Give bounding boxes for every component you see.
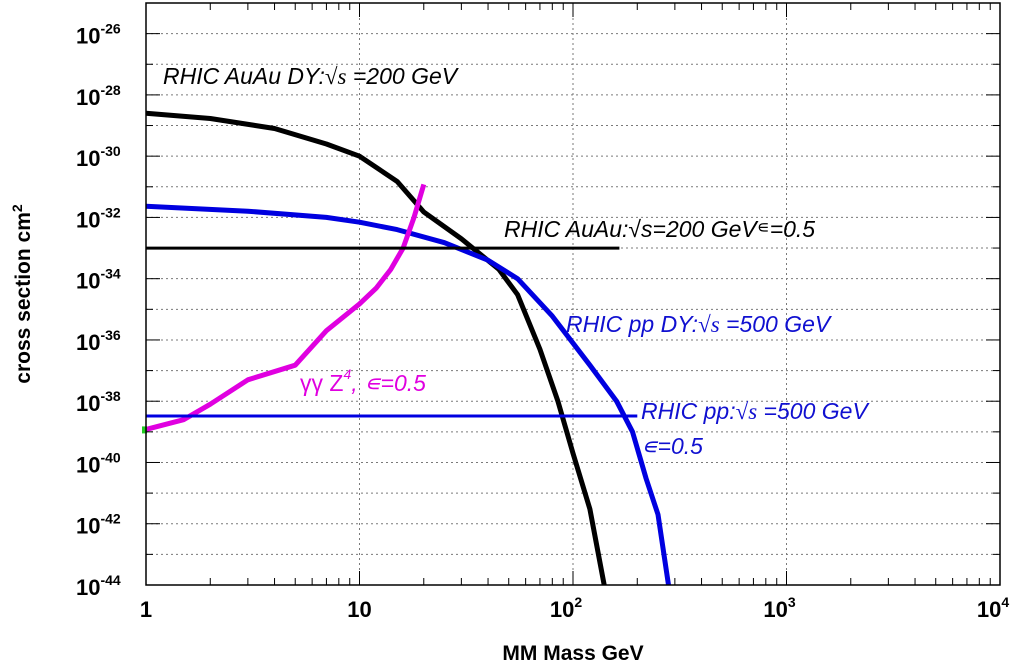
y-tick-labels: 10-2610-2810-3010-3210-3410-3610-3810-40… — [76, 21, 121, 600]
annotation-auau-eps-text: RHIC AuAu:√s=200 GeV — [504, 216, 759, 242]
x-tick-label-exponent: 2 — [574, 594, 582, 610]
y-tick-label: 10-38 — [76, 388, 121, 416]
annotation-pp-eps-text: RHIC pp: — [641, 398, 736, 424]
annotation-gamma-gamma-eps: , ∊=0.5 — [351, 370, 426, 396]
y-tick-label-exponent: -40 — [100, 449, 120, 465]
annotation-gamma-gamma-exp: 4 — [343, 366, 351, 382]
x-axis-title: MM Mass GeV — [502, 642, 643, 665]
x-tick-label-base: 10 — [550, 597, 574, 622]
annotation-pp-eps: RHIC pp:√s =500 GeV — [641, 398, 870, 424]
y-tick-label-exponent: -32 — [100, 204, 120, 220]
y-tick-label: 10-44 — [76, 572, 121, 600]
y-tick-label-exponent: -42 — [100, 511, 120, 527]
x-tick-label-base: 1 — [140, 597, 152, 622]
y-tick-label: 10-30 — [76, 143, 121, 171]
y-tick-label: 10-28 — [76, 82, 121, 110]
y-tick-label-base: 10 — [76, 207, 100, 232]
y-tick-label-base: 10 — [76, 514, 100, 539]
annotation-auau-eps: RHIC AuAu:√s=200 GeV∊=0.5 — [504, 216, 815, 242]
x-tick-label-exponent: 3 — [788, 594, 796, 610]
annotation-auau-dy-sqrt: √s — [325, 64, 347, 89]
series-line — [145, 183, 427, 432]
y-tick-label-base: 10 — [76, 24, 100, 49]
x-tick-label-exponent: 4 — [1001, 594, 1009, 610]
annotation-gamma-gamma: γγ Z4, ∊=0.5 — [300, 366, 426, 396]
series-layer — [142, 110, 671, 586]
x-tick-label: 10 — [347, 597, 371, 622]
x-tick-label: 103 — [763, 594, 795, 622]
y-axis-title: cross section cm2 — [9, 204, 35, 384]
y-tick-label: 10-42 — [76, 511, 121, 539]
y-tick-label-base: 10 — [76, 146, 100, 171]
x-tick-label: 104 — [977, 594, 1009, 622]
x-tick-labels: 1 10 102 103 104 — [140, 594, 1009, 622]
y-tick-label-base: 10 — [76, 269, 100, 294]
series-line — [145, 203, 671, 586]
annotation-auau-dy: RHIC AuAu DY:√s =200 GeV — [163, 63, 460, 89]
y-tick-label-base: 10 — [76, 85, 100, 110]
annotation-auau-dy-text: RHIC AuAu DY: — [163, 63, 325, 89]
y-tick-label-base: 10 — [76, 330, 100, 355]
curve-start-marker — [142, 426, 147, 434]
annotation-pp-dy-text: RHIC pp DY: — [566, 311, 698, 337]
x-tick-label-base: 10 — [347, 597, 371, 622]
y-tick-label-exponent: -44 — [100, 572, 120, 588]
y-tick-label: 10-40 — [76, 449, 121, 477]
y-axis-title-superscript: 2 — [9, 204, 25, 212]
annotation-auau-eps-symbol: ∊ — [757, 217, 770, 237]
y-tick-label-base: 10 — [76, 575, 100, 600]
y-tick-label: 10-34 — [76, 266, 121, 294]
y-tick-label-base: 10 — [76, 452, 100, 477]
series-line — [145, 110, 607, 586]
annotation-pp-eps-sqrt: √s — [736, 399, 758, 424]
y-tick-label-exponent: -26 — [100, 21, 120, 37]
annotation-pp-dy-sqrt: √s — [698, 312, 720, 337]
x-tick-label-base: 10 — [763, 597, 787, 622]
y-tick-label: 10-26 — [76, 21, 121, 49]
y-tick-label-exponent: -36 — [100, 327, 120, 343]
annotation-pp-eps-energy: =500 GeV — [757, 398, 870, 424]
y-tick-label-exponent: -34 — [100, 266, 120, 282]
annotation-pp-eps-value: ∊=0.5 — [641, 433, 703, 459]
x-tick-label-base: 10 — [977, 597, 1001, 622]
minor-ticks — [145, 2, 1000, 586]
y-tick-label-exponent: -28 — [100, 82, 120, 98]
y-tick-label: 10-36 — [76, 327, 121, 355]
x-tick-label: 1 — [140, 597, 152, 622]
y-tick-label-base: 10 — [76, 391, 100, 416]
x-tick-label: 102 — [550, 594, 582, 622]
annotation-auau-eps-value: =0.5 — [770, 216, 816, 242]
annotation-gamma-gamma-text: γγ Z — [300, 370, 343, 396]
annotation-auau-dy-energy: =200 GeV — [346, 63, 459, 89]
y-tick-label-exponent: -38 — [100, 388, 120, 404]
annotation-pp-dy-energy: =500 GeV — [720, 311, 833, 337]
y-tick-label-exponent: -30 — [100, 143, 120, 159]
y-axis-title-text: cross section cm — [12, 212, 35, 384]
y-tick-label: 10-32 — [76, 204, 121, 232]
annotation-pp-dy: RHIC pp DY:√s =500 GeV — [566, 311, 833, 337]
